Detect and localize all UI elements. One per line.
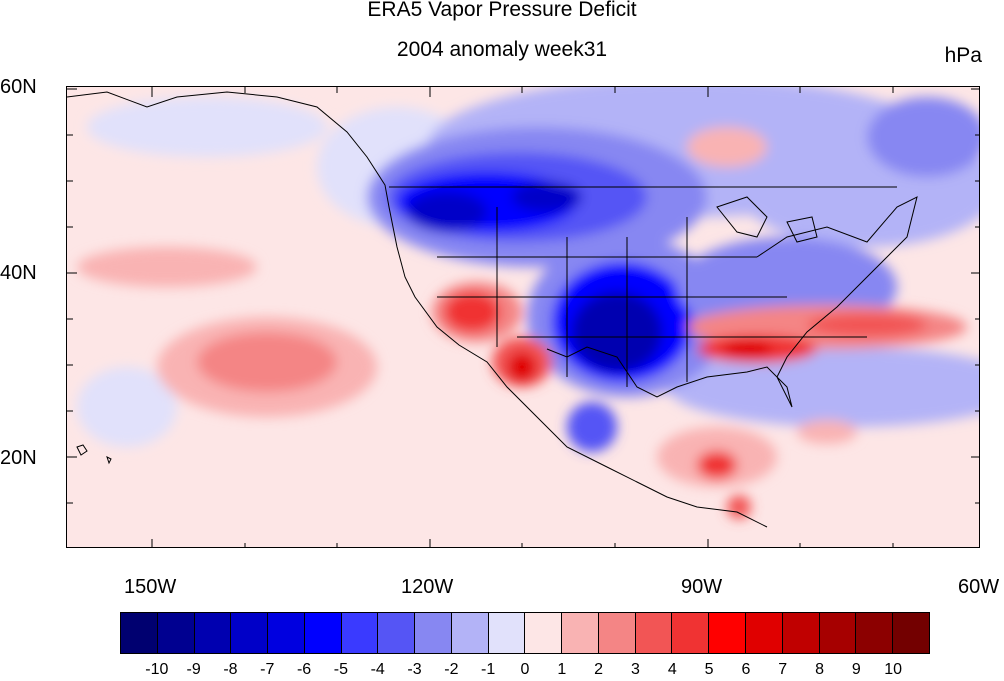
colorbar-box bbox=[856, 613, 894, 653]
map-title: ERA5 Vapor Pressure Deficit bbox=[367, 0, 637, 21]
colorbar-tick-label: -4 bbox=[370, 661, 385, 678]
colorbar-box bbox=[304, 613, 342, 653]
colorbar-tick-label: -9 bbox=[186, 661, 201, 678]
map-ticks bbox=[67, 87, 979, 547]
colorbar-box bbox=[709, 613, 747, 653]
colorbar-box bbox=[488, 613, 526, 653]
anomaly-map bbox=[67, 87, 979, 547]
colorbar-tick-label: -3 bbox=[407, 661, 422, 678]
coastlines bbox=[67, 91, 918, 528]
lat-label-40n: 40N bbox=[0, 262, 37, 284]
colorbar-box bbox=[157, 613, 195, 653]
colorbar-tick-label: -1 bbox=[481, 661, 496, 678]
map-subtitle: 2004 anomaly week31 bbox=[396, 38, 608, 61]
colorbar-tick-label: 2 bbox=[594, 661, 604, 678]
colorbar-box bbox=[194, 613, 232, 653]
colorbar-box bbox=[819, 613, 857, 653]
lon-label-90w: 90W bbox=[681, 576, 723, 598]
colorbar-box bbox=[451, 613, 489, 653]
colorbar bbox=[120, 612, 930, 654]
colorbar-tick-label: 3 bbox=[631, 661, 640, 678]
colorbar-box bbox=[782, 613, 820, 653]
colorbar-box bbox=[231, 613, 269, 653]
colorbar-tick-label: 5 bbox=[704, 661, 714, 678]
colorbar-box bbox=[525, 613, 563, 653]
colorbar-tick-label: -7 bbox=[260, 661, 275, 678]
colorbar-box bbox=[893, 613, 929, 653]
map-panel bbox=[66, 86, 980, 548]
colorbar-tick-label: -10 bbox=[145, 661, 169, 678]
colorbar-tick-label: 1 bbox=[557, 661, 567, 678]
colorbar-tick-label: 7 bbox=[778, 661, 788, 678]
colorbar-tick-label: -2 bbox=[444, 661, 459, 678]
colorbar-tick-label: 9 bbox=[851, 661, 861, 678]
colorbar-tick-label: 10 bbox=[884, 661, 903, 678]
colorbar-tick-label: -6 bbox=[296, 661, 312, 678]
colorbar-box bbox=[672, 613, 710, 653]
colorbar-box bbox=[341, 613, 379, 653]
colorbar-tick-label: 0 bbox=[520, 661, 530, 678]
colorbar-box bbox=[635, 613, 673, 653]
colorbar-box bbox=[415, 613, 452, 653]
lon-label-60w: 60W bbox=[958, 576, 1000, 598]
lat-label-20n: 20N bbox=[0, 447, 37, 469]
colorbar-box bbox=[378, 613, 416, 653]
lon-label-150w: 150W bbox=[124, 576, 177, 598]
lat-label-60n: 60N bbox=[0, 76, 37, 98]
units-label: hPa bbox=[944, 44, 982, 67]
colorbar-tick-label: -5 bbox=[333, 661, 349, 678]
colorbar-tick-label: 6 bbox=[741, 661, 751, 678]
colorbar-tick-label: -8 bbox=[223, 661, 238, 678]
lon-label-120w: 120W bbox=[401, 576, 454, 598]
colorbar-box bbox=[746, 613, 783, 653]
colorbar-box bbox=[268, 613, 305, 653]
colorbar-box bbox=[121, 613, 158, 653]
colorbar-tick-label: 8 bbox=[815, 661, 824, 678]
colorbar-box bbox=[598, 613, 636, 653]
colorbar-tick-label: 4 bbox=[667, 661, 677, 678]
colorbar-box bbox=[562, 613, 599, 653]
